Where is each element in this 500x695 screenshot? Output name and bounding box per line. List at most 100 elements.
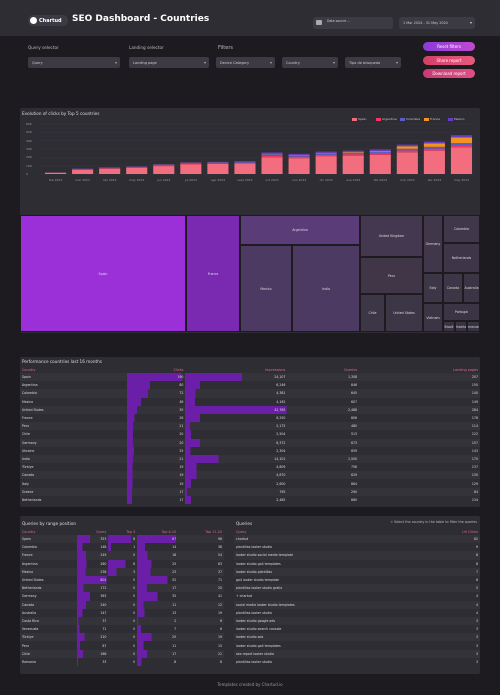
table-row[interactable]: Colombia 72 4,381 645 140 bbox=[20, 389, 480, 398]
table-row[interactable]: plantillas looker studio 9 bbox=[234, 543, 480, 552]
table-cell: ga4 looker studio template bbox=[234, 576, 421, 584]
country-filter[interactable]: Country ▾ bbox=[282, 57, 338, 68]
table-row[interactable]: Chile 20 2,504 513 122 bbox=[20, 430, 480, 439]
table-row[interactable]: Venezuela 71 0 7 6 bbox=[20, 625, 224, 634]
cell-value: plantillas looker studio bbox=[236, 659, 273, 664]
bar-france-10 bbox=[315, 152, 337, 154]
table-row[interactable]: plantillas looker studio 3 bbox=[234, 657, 480, 666]
table-row[interactable]: plantillas looker studio gratis 5 bbox=[234, 584, 480, 593]
table-cell: 37 bbox=[76, 616, 109, 626]
table-row[interactable]: plantillas looker studio 4 bbox=[234, 608, 480, 617]
performance-title: Performance countries last 16 months bbox=[22, 359, 102, 364]
table-cell: 150 bbox=[359, 381, 480, 389]
table-row[interactable]: Chile 168 0 17 21 bbox=[20, 649, 224, 658]
device-filter[interactable]: Device Category ▾ bbox=[216, 57, 275, 68]
table-row[interactable]: Australia 147 0 13 19 bbox=[20, 608, 224, 617]
table-row[interactable]: social media looker studio templates 4 bbox=[234, 600, 480, 609]
treemap-cell-united-states: United States bbox=[385, 294, 423, 332]
table-row[interactable]: Germany 20 6,372 673 157 bbox=[20, 438, 480, 447]
table-row[interactable]: Spain 353 8 67 96 bbox=[20, 535, 224, 544]
table-row[interactable]: Argentina 260 6 25 63 bbox=[20, 559, 224, 568]
bar-mexico-10 bbox=[315, 151, 337, 153]
table-row[interactable]: looker studio google ads 3 bbox=[234, 616, 480, 626]
download-report-button[interactable]: Download report bbox=[423, 69, 475, 78]
table-row[interactable]: Peru 87 0 11 15 bbox=[20, 641, 224, 650]
cell-value: 2,175 bbox=[276, 424, 286, 429]
bar-france-12 bbox=[369, 150, 391, 152]
table-row[interactable]: Italy 19 2,600 864 129 bbox=[20, 479, 480, 488]
table-row[interactable]: looker studio social media template 8 bbox=[234, 551, 480, 560]
y-tick-label: 20K bbox=[26, 155, 32, 160]
table-cell: 134 bbox=[359, 496, 480, 504]
table-row[interactable]: Germany 363 0 35 41 bbox=[20, 592, 224, 601]
table-cell: 6 bbox=[421, 576, 480, 584]
table-row[interactable]: Peru 21 2,175 480 114 bbox=[20, 422, 480, 431]
cell-value: 140 bbox=[471, 391, 478, 396]
cell-value: Australia bbox=[22, 610, 37, 615]
landing-select[interactable]: Landing page ▾ bbox=[129, 57, 209, 68]
table-cell: 0 bbox=[108, 600, 138, 609]
column-header: Url Clicks bbox=[462, 529, 478, 534]
treemap-cell-spain: Spain bbox=[20, 215, 186, 332]
cell-value: 756 bbox=[351, 465, 358, 470]
table-row[interactable]: Spain 190 24,107 1,308 207 bbox=[20, 373, 480, 382]
table-row[interactable]: India 21 14,101 1,500 170 bbox=[20, 454, 480, 464]
table-cell: 14,101 bbox=[185, 454, 288, 464]
country-filter-label: Country bbox=[286, 61, 300, 65]
table-cell: 5 bbox=[421, 584, 480, 592]
table-row[interactable]: United States 804 0 52 71 bbox=[20, 575, 224, 585]
table-row[interactable]: Canada 240 0 11 12 bbox=[20, 600, 224, 609]
table-cell: Türkiye bbox=[20, 463, 127, 471]
bar-colombia-15 bbox=[450, 143, 473, 146]
share-report-button[interactable]: Share report bbox=[423, 56, 475, 65]
table-cell: looker studio search console bbox=[234, 625, 421, 633]
query-select[interactable]: Query ▾ bbox=[28, 57, 120, 68]
table-row[interactable]: seo report looker studio 3 bbox=[234, 649, 480, 658]
table-row[interactable]: Türkiye 19 4,809 756 137 bbox=[20, 463, 480, 472]
table-row[interactable]: chartud 62 bbox=[234, 535, 480, 544]
table-cell: 19 bbox=[178, 609, 224, 617]
filters-label: Filters bbox=[218, 45, 233, 51]
table-row[interactable]: Colombia 148 1 14 38 bbox=[20, 543, 224, 552]
table-cell: 17 bbox=[137, 649, 179, 658]
table-cell: Canada bbox=[20, 601, 77, 609]
table-cell: 21 bbox=[127, 422, 186, 431]
x-tick-label: oct 2023 bbox=[265, 178, 279, 182]
table-row[interactable]: + chartud 4 bbox=[234, 592, 480, 601]
table-row[interactable]: Argentina 80 6,246 846 150 bbox=[20, 381, 480, 390]
table-row[interactable]: Mexico 48 4,162 607 149 bbox=[20, 397, 480, 406]
table-row[interactable]: looker studio plantillas 7 bbox=[234, 567, 480, 576]
data-source-selector[interactable]: Data source ... bbox=[313, 17, 393, 29]
table-row[interactable]: looker studio ads 3 bbox=[234, 633, 480, 642]
cell-value: 13 bbox=[172, 610, 177, 615]
cell-value: 19 bbox=[217, 635, 222, 640]
table-row[interactable]: looker studio ga4 templates 8 bbox=[234, 559, 480, 568]
bar-argentina-15 bbox=[450, 145, 473, 148]
table-cell: Spain bbox=[20, 373, 127, 381]
table-row[interactable]: Mexico 236 3 23 37 bbox=[20, 567, 224, 576]
table-row[interactable]: Netherlands 17 2,485 660 134 bbox=[20, 495, 480, 504]
cell-value: 23 bbox=[172, 569, 177, 574]
table-row[interactable]: Ukraine 25 2,304 659 143 bbox=[20, 446, 480, 455]
table-cell: 607 bbox=[287, 398, 359, 406]
cell-value: 150 bbox=[471, 383, 478, 388]
cell-value: 5 bbox=[475, 586, 478, 591]
table-row[interactable]: United States 35 42,785 2,488 284 bbox=[20, 405, 480, 414]
legend-item: France bbox=[424, 117, 440, 121]
table-row[interactable]: ga4 looker studio template 6 bbox=[234, 575, 480, 585]
table-row[interactable]: France 249 0 18 54 bbox=[20, 551, 224, 560]
table-row[interactable]: looker studio search console 3 bbox=[234, 625, 480, 634]
cell-value: 629 bbox=[351, 473, 358, 478]
table-row[interactable]: Greece 17 795 290 84 bbox=[20, 487, 480, 496]
table-row[interactable]: Türkiye 210 0 25 19 bbox=[20, 633, 224, 642]
search-type-filter[interactable]: Tipo de búsqueda ▾ bbox=[345, 57, 401, 68]
table-row[interactable]: Canada 19 4,870 629 130 bbox=[20, 471, 480, 480]
date-range-picker[interactable]: 1 Mar 2024 - 31 May 2024 ▾ bbox=[399, 17, 475, 29]
table-row[interactable]: Romania 33 0 8 8 bbox=[20, 657, 224, 666]
cell-value: Germany bbox=[22, 594, 37, 599]
reset-filters-button[interactable]: Reset filters bbox=[423, 42, 475, 51]
table-row[interactable]: France 26 6,250 806 178 bbox=[20, 413, 480, 423]
table-row[interactable]: Netherlands 172 0 17 20 bbox=[20, 584, 224, 593]
table-row[interactable]: looker studio ga4 templates 3 bbox=[234, 641, 480, 650]
table-row[interactable]: Costa Rica 37 0 2 6 bbox=[20, 616, 224, 626]
